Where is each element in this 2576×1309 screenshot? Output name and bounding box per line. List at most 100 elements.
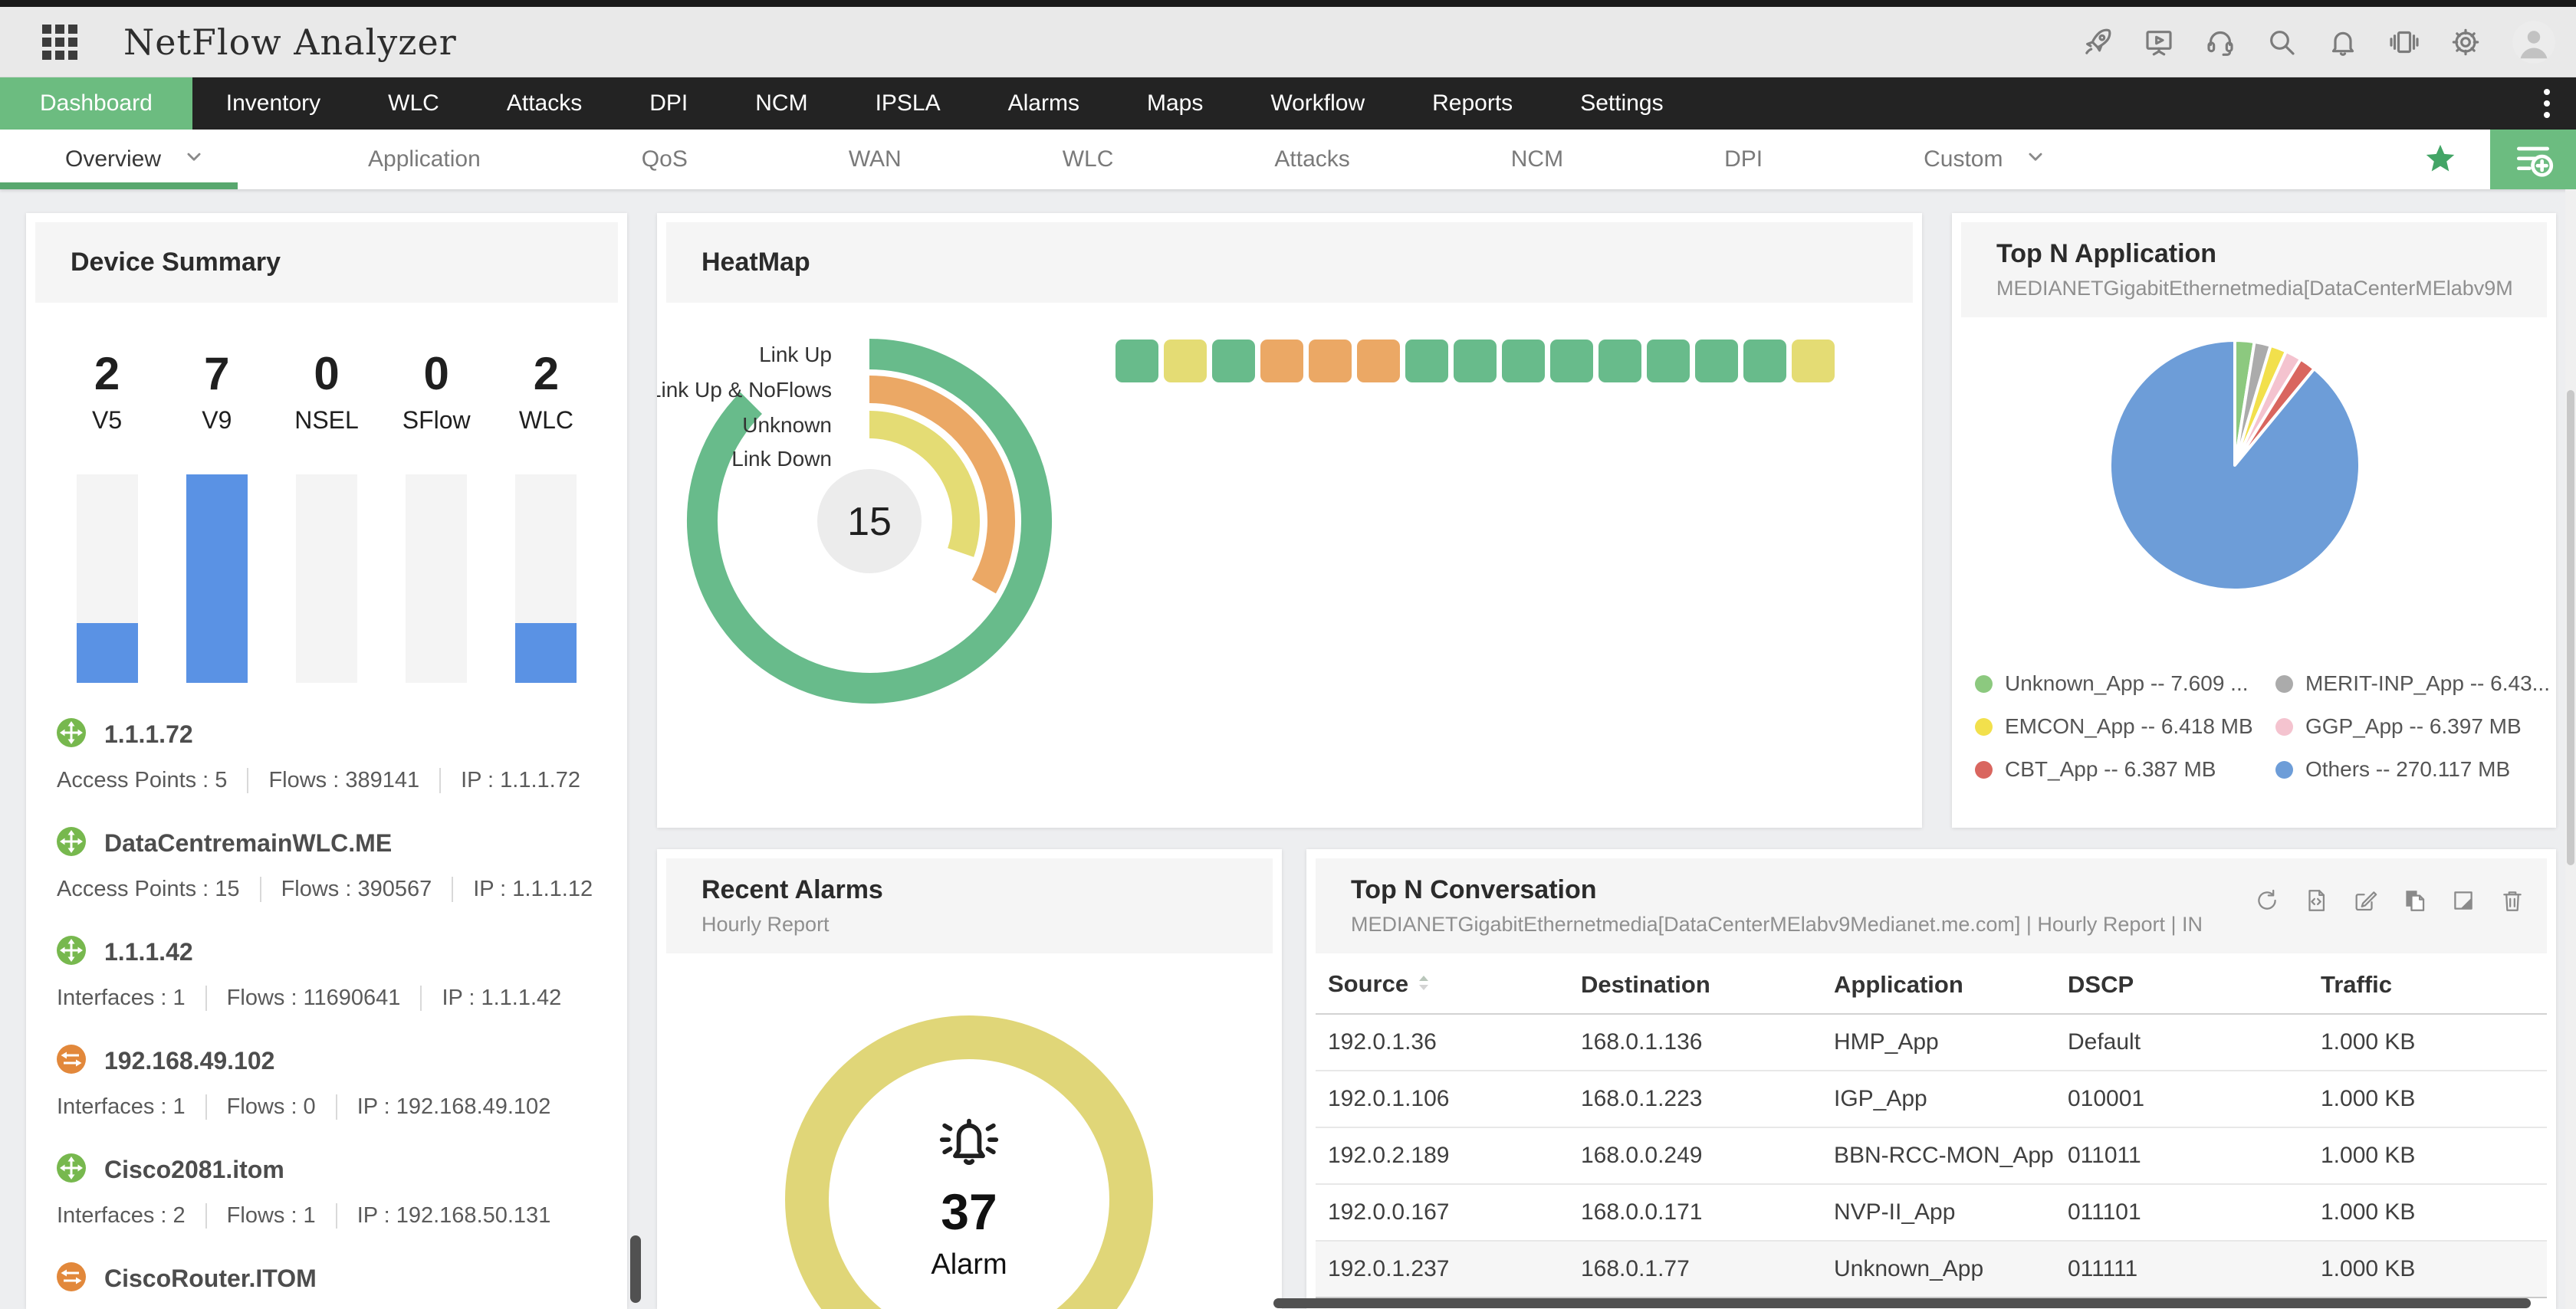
presentation-icon[interactable] — [2144, 27, 2174, 57]
bell-icon[interactable] — [2328, 27, 2358, 57]
page-scrollbar-thumb[interactable] — [2567, 390, 2574, 865]
subnav-item-label: Overview — [65, 146, 162, 172]
interface-status-square[interactable] — [1260, 340, 1303, 382]
interface-status-square[interactable] — [1357, 340, 1400, 382]
table-cell: 192.0.1.106 — [1316, 1070, 1569, 1128]
nav-item-dashboard[interactable]: Dashboard — [0, 77, 192, 130]
device-list-item: DataCentremainWLC.ME Access Points : 15 Fl… — [57, 827, 596, 902]
nav-item-ipsla[interactable]: IPSLA — [875, 90, 941, 116]
interface-status-square[interactable] — [1164, 340, 1207, 382]
interface-status-square[interactable] — [1792, 340, 1835, 382]
copy-icon[interactable] — [2401, 887, 2427, 914]
nav-item-attacks[interactable]: Attacks — [506, 90, 583, 116]
interface-status-square[interactable] — [1116, 340, 1158, 382]
gear-icon[interactable] — [2450, 27, 2481, 57]
recent-alarms-title: Recent Alarms — [702, 875, 883, 904]
table-row[interactable]: 192.0.1.237 168.0.1.77 Unknown_App 011111 1.… — [1316, 1240, 2547, 1298]
app-grid-icon[interactable] — [42, 24, 77, 60]
device-name: 1.1.1.42 — [104, 938, 193, 966]
legend-item: Unknown_App -- 7.609 ... — [1975, 671, 2275, 696]
horizontal-scrollbar-thumb[interactable] — [1273, 1298, 2531, 1308]
add-dashboard-button[interactable] — [2490, 130, 2576, 189]
device-summary-header: Device Summary — [35, 222, 618, 303]
search-icon[interactable] — [2266, 27, 2297, 57]
recent-alarms-subtitle: Hourly Report — [702, 913, 830, 936]
table-row[interactable]: 192.0.2.189 168.0.0.249 BBN-RCC-MON_App 011… — [1316, 1127, 2547, 1185]
table-cell: 1.000 KB — [2308, 1183, 2547, 1242]
device-link[interactable]: 1.1.1.42 — [57, 936, 596, 969]
interface-status-square[interactable] — [1309, 340, 1352, 382]
heatmap-card: HeatMap Link Up Link Up & NoFlows Unknown L… — [657, 213, 1922, 828]
rocket-icon[interactable] — [2082, 27, 2113, 57]
device-link[interactable]: DataCentremainWLC.ME — [57, 827, 596, 860]
subnav-item-application[interactable]: Application — [368, 130, 481, 189]
device-list-item: 1.1.1.42 Interfaces : 1 Flows : 11690641 IP… — [57, 936, 596, 1011]
subnav-item-dpi[interactable]: DPI — [1724, 130, 1763, 189]
page-scrollbar-track[interactable] — [2565, 189, 2576, 1309]
application-pie-chart — [2108, 339, 2361, 592]
pie-slice[interactable] — [2108, 339, 2361, 592]
table-row[interactable]: 192.0.0.167 168.0.0.171 NVP-II_App 011101 1.… — [1316, 1183, 2547, 1242]
trash-icon[interactable] — [2499, 887, 2525, 914]
column-header-dscp[interactable]: DSCP — [2055, 956, 2308, 1015]
flow-type-count: 2 — [533, 348, 560, 399]
interface-status-square[interactable] — [1405, 340, 1448, 382]
legend-item: CBT_App -- 6.387 MB — [1975, 757, 2275, 782]
sort-icon[interactable] — [1416, 972, 1431, 999]
subnav-item-wlc[interactable]: WLC — [1063, 130, 1114, 189]
column-header-application[interactable]: Application — [1822, 956, 2055, 1015]
interface-status-square[interactable] — [1212, 340, 1255, 382]
edit-icon[interactable] — [2352, 887, 2378, 914]
subnav-item-qos[interactable]: QoS — [642, 130, 688, 189]
device-link[interactable]: Cisco2081.itom — [57, 1153, 596, 1186]
column-header-traffic[interactable]: Traffic — [2308, 956, 2547, 1015]
device-list-scrollbar-thumb[interactable] — [630, 1235, 641, 1303]
user-avatar[interactable] — [2512, 20, 2556, 64]
interface-status-square[interactable] — [1598, 340, 1641, 382]
subnav-item-attacks[interactable]: Attacks — [1274, 130, 1349, 189]
subnav-item-ncm[interactable]: NCM — [1511, 130, 1563, 189]
nav-item-ncm[interactable]: NCM — [755, 90, 808, 116]
device-name: Cisco2081.itom — [104, 1156, 284, 1183]
device-detail: IP : 1.1.1.42 — [420, 986, 561, 1011]
refresh-icon[interactable] — [2254, 887, 2280, 914]
subnav-item-label: NCM — [1510, 146, 1564, 172]
subnav-item-custom[interactable]: Custom — [1924, 130, 2049, 189]
nav-item-maps[interactable]: Maps — [1146, 90, 1204, 116]
favorite-star-icon[interactable] — [2423, 142, 2458, 177]
subnav-item-wan[interactable]: WAN — [849, 130, 902, 189]
table-row[interactable]: 192.0.1.36 168.0.1.136 HMP_App Default 1.000… — [1316, 1013, 2547, 1071]
nav-item-workflow[interactable]: Workflow — [1270, 90, 1365, 116]
device-link[interactable]: CiscoRouter.ITOM — [57, 1262, 596, 1295]
nav-item-settings[interactable]: Settings — [1580, 90, 1664, 116]
table-cell: BBN-RCC-MON_App — [1822, 1127, 2055, 1185]
legend-dot — [1975, 674, 1993, 693]
heatmap-title: HeatMap — [702, 248, 810, 277]
nav-item-dpi[interactable]: DPI — [649, 90, 688, 116]
device-details: Interfaces : 1 Flows : 11690641 IP : 1.1.1… — [57, 986, 596, 1011]
window-top-strip — [0, 0, 2576, 7]
contrast-icon[interactable] — [2450, 887, 2476, 914]
column-header-destination[interactable]: Destination — [1569, 956, 1822, 1015]
chevron-down-icon — [181, 143, 207, 176]
subnav-item-overview[interactable]: Overview — [0, 130, 238, 189]
nav-item-wlc[interactable]: WLC — [388, 90, 439, 116]
nav-item-reports[interactable]: Reports — [1432, 90, 1513, 116]
nav-item-inventory[interactable]: Inventory — [225, 90, 321, 116]
headset-icon[interactable] — [2205, 27, 2236, 57]
interface-status-square[interactable] — [1454, 340, 1497, 382]
interface-status-square[interactable] — [1550, 340, 1593, 382]
interface-status-square[interactable] — [1647, 340, 1690, 382]
device-link[interactable]: 1.1.1.72 — [57, 718, 596, 751]
device-link[interactable]: 192.168.49.102 — [57, 1045, 596, 1078]
code-report-icon[interactable] — [2303, 887, 2329, 914]
interface-status-square[interactable] — [1502, 340, 1545, 382]
table-row[interactable]: 192.0.1.106 168.0.1.223 IGP_App 010001 1.000… — [1316, 1070, 2547, 1128]
interface-status-square[interactable] — [1695, 340, 1738, 382]
column-header-source[interactable]: Source — [1316, 956, 1569, 1015]
nav-overflow-menu-icon[interactable] — [2536, 77, 2558, 130]
nav-item-alarms[interactable]: Alarms — [1007, 90, 1079, 116]
legend-label: Unknown_App -- 7.609 ... — [2005, 671, 2249, 695]
interface-status-square[interactable] — [1743, 340, 1786, 382]
carousel-icon[interactable] — [2389, 27, 2420, 57]
